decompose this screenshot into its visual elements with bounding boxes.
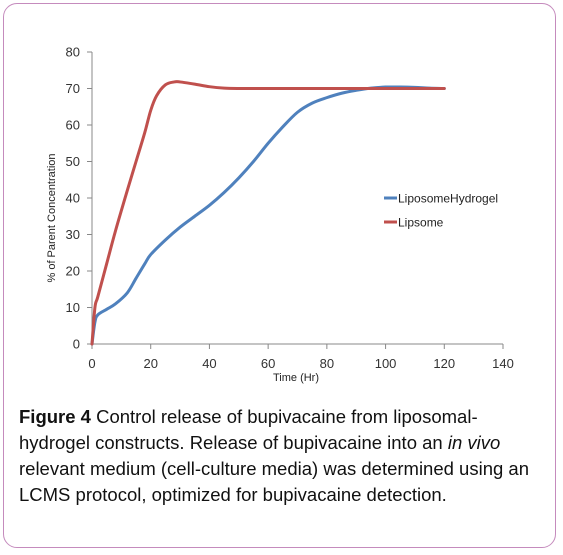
figure-caption: Figure 4 Control release of bupivacaine … xyxy=(19,404,544,508)
y-tick-label: 60 xyxy=(66,118,80,133)
chart-legend: LiposomeHydrogel Lipsome xyxy=(384,192,498,230)
x-tick-label: 120 xyxy=(433,356,455,371)
figure-frame xyxy=(3,3,556,548)
x-tick-label: 140 xyxy=(492,356,514,371)
caption-italic: in vivo xyxy=(447,432,501,453)
chart-ticks: 0 10 20 30 40 50 60 70 80 0 20 40 60 80 100 120 140 xyxy=(66,45,514,372)
series-line-1 xyxy=(90,80,446,346)
x-tick-label: 80 xyxy=(320,356,334,371)
caption-label: Figure 4 xyxy=(19,406,91,427)
x-tick-label: 60 xyxy=(261,356,275,371)
line-chart: 0 10 20 30 40 50 60 70 80 0 20 40 60 80 100 120 140 Time… xyxy=(46,45,514,385)
x-tick-label: 20 xyxy=(143,356,157,371)
y-tick-label: 50 xyxy=(66,154,80,169)
y-tick-label: 10 xyxy=(66,300,80,315)
x-tick-label: 0 xyxy=(88,356,95,371)
legend-label-0: LiposomeHydrogel xyxy=(398,192,498,206)
series-line-0 xyxy=(90,85,446,346)
caption-text-after: relevant medium (cell-culture media) was… xyxy=(19,458,530,505)
y-axis-label: % of Parent Concentration xyxy=(46,153,58,282)
caption-text-before: Control release of bupivacaine from lipo… xyxy=(19,406,478,453)
y-tick-label: 0 xyxy=(73,337,80,352)
x-axis-label: Time (Hr) xyxy=(273,372,319,384)
x-tick-label: 100 xyxy=(375,356,397,371)
y-tick-label: 30 xyxy=(66,227,80,242)
y-tick-label: 40 xyxy=(66,191,80,206)
chart-series xyxy=(90,80,446,346)
legend-label-1: Lipsome xyxy=(398,216,444,230)
y-tick-label: 20 xyxy=(66,264,80,279)
y-tick-label: 70 xyxy=(66,81,80,96)
y-tick-label: 80 xyxy=(66,45,80,60)
x-tick-label: 40 xyxy=(202,356,216,371)
